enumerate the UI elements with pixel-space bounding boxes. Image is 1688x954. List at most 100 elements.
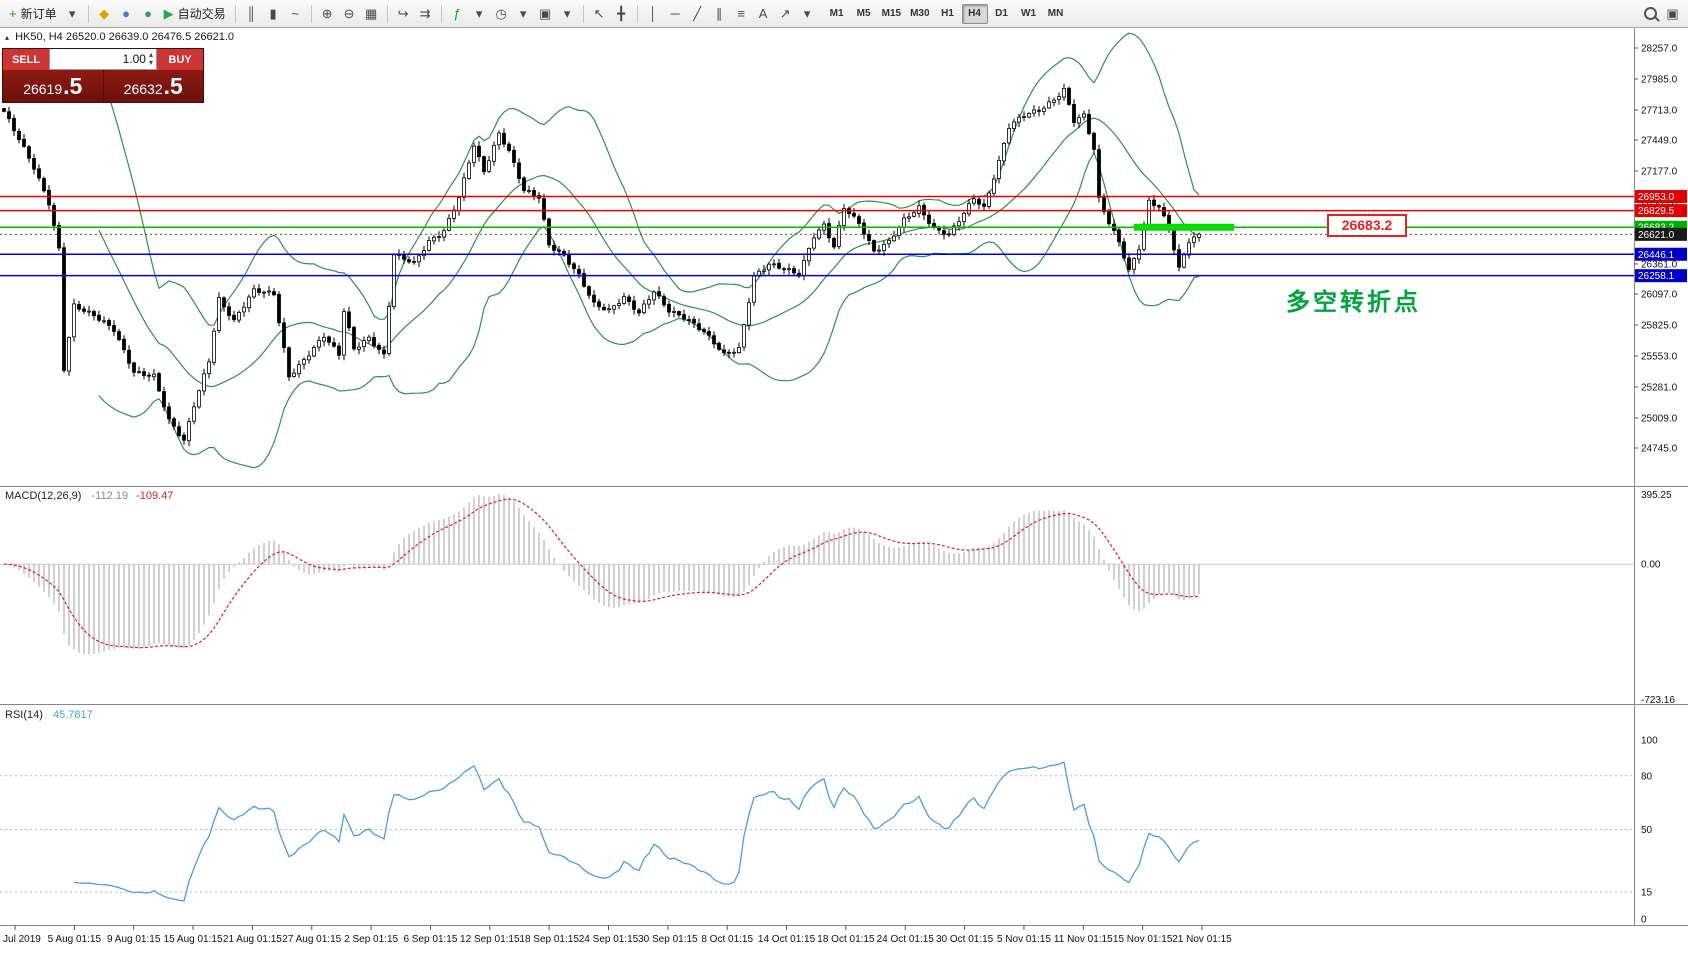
timeframe-h4-button[interactable]: H4 xyxy=(961,3,988,24)
svg-text:8 Oct 01:15: 8 Oct 01:15 xyxy=(701,934,753,945)
svg-text:0: 0 xyxy=(1641,915,1647,926)
community-icon: ● xyxy=(122,6,131,21)
horizontal-line-button[interactable]: ─ xyxy=(665,3,686,25)
toolbar-separator xyxy=(234,4,236,23)
magnifier-icon xyxy=(1644,7,1657,20)
timeframe-m30-button[interactable]: M30 xyxy=(906,4,933,24)
text-label-button[interactable]: A xyxy=(753,3,774,25)
svg-text:21 Nov 01:15: 21 Nov 01:15 xyxy=(1172,934,1232,945)
trendline-icon: ╱ xyxy=(693,6,702,21)
svg-text:14 Oct 01:15: 14 Oct 01:15 xyxy=(758,934,816,945)
periods-menu-button[interactable]: ▾ xyxy=(513,3,534,25)
svg-text:30 Oct 01:15: 30 Oct 01:15 xyxy=(936,934,994,945)
chart-shift-button[interactable]: ⇉ xyxy=(415,3,436,25)
svg-text:26361.0: 26361.0 xyxy=(1641,259,1678,270)
svg-text:27985.0: 27985.0 xyxy=(1641,74,1678,85)
new-order-menu-icon: ▾ xyxy=(68,6,76,21)
alerts-icon: ◆ xyxy=(99,6,110,21)
svg-text:26621.0: 26621.0 xyxy=(1638,230,1675,241)
quotes-popup-button[interactable]: ▣ xyxy=(1662,3,1683,25)
channel-button[interactable]: ∥ xyxy=(709,3,730,25)
rsi-level-lines xyxy=(0,775,1634,893)
fibonacci-icon: ≡ xyxy=(737,6,745,21)
periods-button[interactable]: ◷ xyxy=(491,3,512,25)
templates-button[interactable]: ▣ xyxy=(535,3,556,25)
toolbar-buttons: + 新订单 ▾ ◆ ● ● ▶ 自动交易 ║ ▮ ~ ⊕ ⊖ ▦ ↪ ⇉ ƒ ▾ ◷ ▾ ▣ ▾ ↖ ╋ │ ─ ╱ ∥ ≡ A ↗ ▾ xyxy=(5,3,818,25)
market-button[interactable]: ● xyxy=(138,3,159,25)
svg-text:11 Nov 01:15: 11 Nov 01:15 xyxy=(1054,934,1113,945)
cursor-icon: ↖ xyxy=(593,6,605,21)
arrows-tool-icon: ↗ xyxy=(779,6,791,21)
timeframe-m15-button[interactable]: M15 xyxy=(878,4,905,24)
line-chart-mode-button[interactable]: ~ xyxy=(285,3,306,25)
symbol-search-button[interactable] xyxy=(1640,3,1661,25)
svg-text:26829.5: 26829.5 xyxy=(1638,206,1675,217)
indicators-button[interactable]: ƒ xyxy=(447,3,468,25)
new-order-button[interactable]: + 新订单 xyxy=(5,3,61,25)
crosshair-button[interactable]: ╋ xyxy=(611,3,632,25)
auto-scroll-button[interactable]: ↪ xyxy=(393,3,414,25)
macd-value: -112.19 xyxy=(91,490,128,502)
sell-price-dec: .5 xyxy=(63,73,83,99)
toolbar-separator xyxy=(87,4,89,23)
objects-menu-icon: ▾ xyxy=(803,6,811,21)
svg-text:27 Aug 01:15: 27 Aug 01:15 xyxy=(282,934,341,945)
timeframe-h1-button[interactable]: H1 xyxy=(935,4,961,24)
svg-text:30 Jul 2019: 30 Jul 2019 xyxy=(0,934,41,945)
tile-windows-button[interactable]: ▦ xyxy=(361,3,382,25)
svg-text:18 Sep 01:15: 18 Sep 01:15 xyxy=(519,934,579,945)
sell-price-int: 26619 xyxy=(23,81,63,97)
svg-text:6 Sep 01:15: 6 Sep 01:15 xyxy=(403,934,457,945)
panel-toggle-icon[interactable]: ▴ xyxy=(5,33,10,42)
timeframe-m5-button[interactable]: M5 xyxy=(851,4,877,24)
macd-name: MACD(12,26,9) xyxy=(5,490,82,502)
trendline-button[interactable]: ╱ xyxy=(687,3,708,25)
new-order-menu-button[interactable]: ▾ xyxy=(62,3,83,25)
bar-chart-mode-button[interactable]: ║ xyxy=(241,3,262,25)
svg-text:12 Sep 01:15: 12 Sep 01:15 xyxy=(460,934,520,945)
zoom-in-button[interactable]: ⊕ xyxy=(317,3,338,25)
crosshair-icon: ╋ xyxy=(617,6,626,21)
svg-text:27713.0: 27713.0 xyxy=(1641,105,1678,116)
buy-price[interactable]: 26632 .5 xyxy=(102,70,204,102)
sell-price[interactable]: 26619 .5 xyxy=(3,70,103,102)
svg-text:395.25: 395.25 xyxy=(1641,490,1672,501)
arrows-tool-button[interactable]: ↗ xyxy=(775,3,796,25)
sell-button[interactable]: SELL xyxy=(3,49,49,70)
svg-text:2 Sep 01:15: 2 Sep 01:15 xyxy=(344,934,398,945)
volume-up-icon[interactable]: ▴ xyxy=(148,50,153,59)
svg-text:27449.0: 27449.0 xyxy=(1641,136,1678,147)
price-callout-box[interactable]: 26683.2 xyxy=(1327,214,1407,237)
text-label-icon: A xyxy=(758,6,768,21)
cursor-button[interactable]: ↖ xyxy=(589,3,610,25)
svg-text:24 Sep 01:15: 24 Sep 01:15 xyxy=(579,934,639,945)
auto-trading-label: 自动交易 xyxy=(177,7,226,21)
indicators-menu-button[interactable]: ▾ xyxy=(469,3,490,25)
timeframe-w1-button[interactable]: W1 xyxy=(1016,4,1042,24)
macd-label: MACD(12,26,9) -112.19 -109.47 xyxy=(5,490,173,502)
fibonacci-button[interactable]: ≡ xyxy=(731,3,752,25)
auto-trading-button[interactable]: ▶ 自动交易 xyxy=(160,3,230,25)
timeframe-mn-button[interactable]: MN xyxy=(1043,4,1069,24)
macd-histogram xyxy=(3,494,1200,655)
community-button[interactable]: ● xyxy=(116,3,137,25)
objects-menu-button[interactable]: ▾ xyxy=(797,3,818,25)
zoom-in-icon: ⊕ xyxy=(321,6,333,21)
chart-canvas[interactable]: 395.25 0.00 -723.16 100 80 50 15 0 28257.0 27985.… xyxy=(0,28,1688,954)
svg-text:24745.0: 24745.0 xyxy=(1641,444,1678,455)
volume-field[interactable]: 1.00 ▴ ▾ xyxy=(49,49,157,70)
periods-menu-icon: ▾ xyxy=(519,6,527,21)
alerts-button[interactable]: ◆ xyxy=(94,3,115,25)
buy-button[interactable]: BUY xyxy=(157,49,203,70)
templates-menu-button[interactable]: ▾ xyxy=(557,3,578,25)
vertical-line-button[interactable]: │ xyxy=(643,3,664,25)
zoom-out-button[interactable]: ⊖ xyxy=(339,3,360,25)
auto-trading-icon: ▶ xyxy=(163,6,174,21)
candle-chart-mode-button[interactable]: ▮ xyxy=(263,3,284,25)
volume-down-icon[interactable]: ▾ xyxy=(148,58,153,67)
new-order-label: 新订单 xyxy=(20,7,57,21)
volume-value: 1.00 xyxy=(122,52,146,66)
toolbar-separator xyxy=(440,4,442,23)
timeframe-d1-button[interactable]: D1 xyxy=(989,4,1015,24)
timeframe-m1-button[interactable]: M1 xyxy=(824,4,850,24)
